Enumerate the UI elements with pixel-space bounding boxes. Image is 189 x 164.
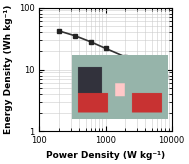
Y-axis label: Energy Density (Wh kg⁻¹): Energy Density (Wh kg⁻¹) bbox=[4, 5, 13, 134]
X-axis label: Power Density (W kg⁻¹): Power Density (W kg⁻¹) bbox=[46, 151, 165, 160]
